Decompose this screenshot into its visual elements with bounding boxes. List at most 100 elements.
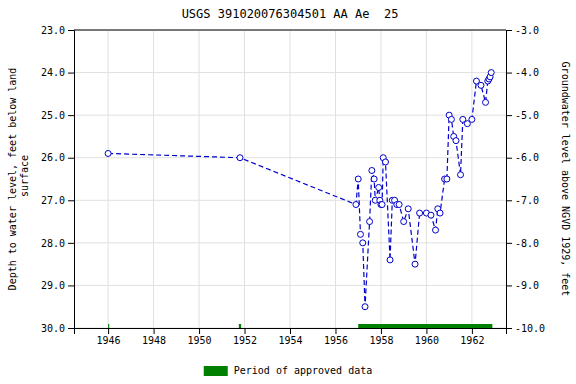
tick: 26.0 — [41, 152, 74, 163]
tick-label: -3.0 — [515, 25, 539, 36]
approved-period-bar — [358, 324, 492, 328]
tick: 1948 — [142, 328, 166, 346]
tick: 23.0 — [41, 25, 74, 36]
series-point — [478, 82, 484, 88]
tick-mark — [68, 115, 74, 116]
tick: -7.0 — [506, 195, 539, 206]
series-point — [453, 138, 459, 144]
tick-mark — [506, 200, 512, 201]
tick-label: 1952 — [233, 335, 257, 346]
y-axis-title-line: Depth to water level, feet below land — [7, 68, 18, 291]
tick: 30.0 — [41, 323, 74, 334]
series-point — [437, 210, 443, 216]
series-point — [379, 202, 385, 208]
tick-label: 26.0 — [41, 152, 65, 163]
series-point — [362, 304, 368, 310]
tick: -3.0 — [506, 25, 539, 36]
tick-mark — [68, 285, 74, 286]
tick-label: 1960 — [415, 335, 439, 346]
legend-label: Period of approved data — [234, 365, 372, 376]
tick: 27.0 — [41, 195, 74, 206]
tick: 1952 — [233, 328, 257, 346]
series-point — [105, 150, 111, 156]
series-point — [469, 116, 475, 122]
tick-mark — [506, 30, 512, 31]
frame-top — [74, 30, 506, 31]
tick-label: -5.0 — [515, 110, 539, 121]
marks — [105, 70, 494, 328]
axis-line — [507, 31, 513, 329]
series-point — [458, 172, 464, 178]
y-axis: 23.024.025.026.027.028.029.030.0 — [41, 25, 75, 334]
tick-mark — [199, 328, 200, 334]
tick: 28.0 — [41, 238, 74, 249]
series-point — [488, 70, 494, 76]
tick: 25.0 — [41, 110, 74, 121]
tick: -5.0 — [506, 110, 539, 121]
series-point — [412, 261, 418, 267]
tick-label: -8.0 — [515, 238, 539, 249]
grid-line-x — [153, 30, 154, 328]
tick-mark — [68, 243, 74, 244]
grid-line-x — [335, 30, 336, 328]
series-point — [371, 176, 377, 182]
tick: 1954 — [278, 328, 302, 346]
tick-label: -10.0 — [515, 323, 545, 334]
tick: 24.0 — [41, 67, 74, 78]
tick-mark — [68, 158, 74, 159]
tick-label: 30.0 — [41, 323, 65, 334]
tick: 1960 — [415, 328, 439, 346]
tick: 1958 — [369, 328, 393, 346]
grid-line-y — [74, 285, 506, 286]
tick-label: -9.0 — [515, 280, 539, 291]
tick-mark — [290, 328, 291, 334]
grid-line-x — [108, 30, 109, 328]
chart-svg: 19461948195019521954195619581960196223.0… — [0, 0, 576, 384]
tick-label: 27.0 — [41, 195, 65, 206]
tick-mark — [335, 328, 336, 334]
grid-line-x — [471, 30, 472, 328]
tick: 1956 — [324, 328, 348, 346]
tick: -10.0 — [506, 323, 545, 334]
tick: 1950 — [188, 328, 212, 346]
tick-label: -7.0 — [515, 195, 539, 206]
series-line — [108, 73, 491, 307]
tick-label: 1946 — [97, 335, 121, 346]
series-point — [401, 219, 407, 225]
tick-mark — [506, 285, 512, 286]
tick-mark — [506, 243, 512, 244]
legend-swatch — [204, 366, 228, 376]
series-point — [483, 99, 489, 105]
grid-line-x — [244, 30, 245, 328]
tick-mark — [426, 328, 427, 334]
grid-line-x — [199, 30, 200, 328]
x-axis: 194619481950195219541956195819601962 — [75, 328, 507, 346]
tick: -8.0 — [506, 238, 539, 249]
tick-label: 1948 — [142, 335, 166, 346]
tick-mark — [245, 328, 246, 334]
tick-mark — [506, 115, 512, 116]
legend: Period of approved data — [204, 365, 372, 376]
tick-mark — [506, 73, 512, 74]
plot: 19461948195019521954195619581960196223.0… — [41, 25, 545, 346]
series-point — [428, 212, 434, 218]
series-point — [387, 257, 393, 263]
tick: -9.0 — [506, 280, 539, 291]
axis-line — [68, 31, 75, 329]
series-point — [417, 210, 423, 216]
tick-mark — [506, 158, 512, 159]
tick-label: 1956 — [324, 335, 348, 346]
grid-line-y — [74, 72, 506, 73]
grid — [74, 30, 506, 328]
title: USGS 391020076304501 AA Ae 25 — [182, 7, 399, 21]
series-point — [382, 159, 388, 165]
tick: 1946 — [97, 328, 121, 346]
series-point — [360, 240, 366, 246]
tick-mark — [68, 30, 74, 31]
series-point — [433, 227, 439, 233]
grid-line-x — [426, 30, 427, 328]
tick-mark — [68, 200, 74, 201]
series-point — [237, 155, 243, 161]
grid-line-y — [74, 157, 506, 158]
series-point — [369, 167, 375, 173]
